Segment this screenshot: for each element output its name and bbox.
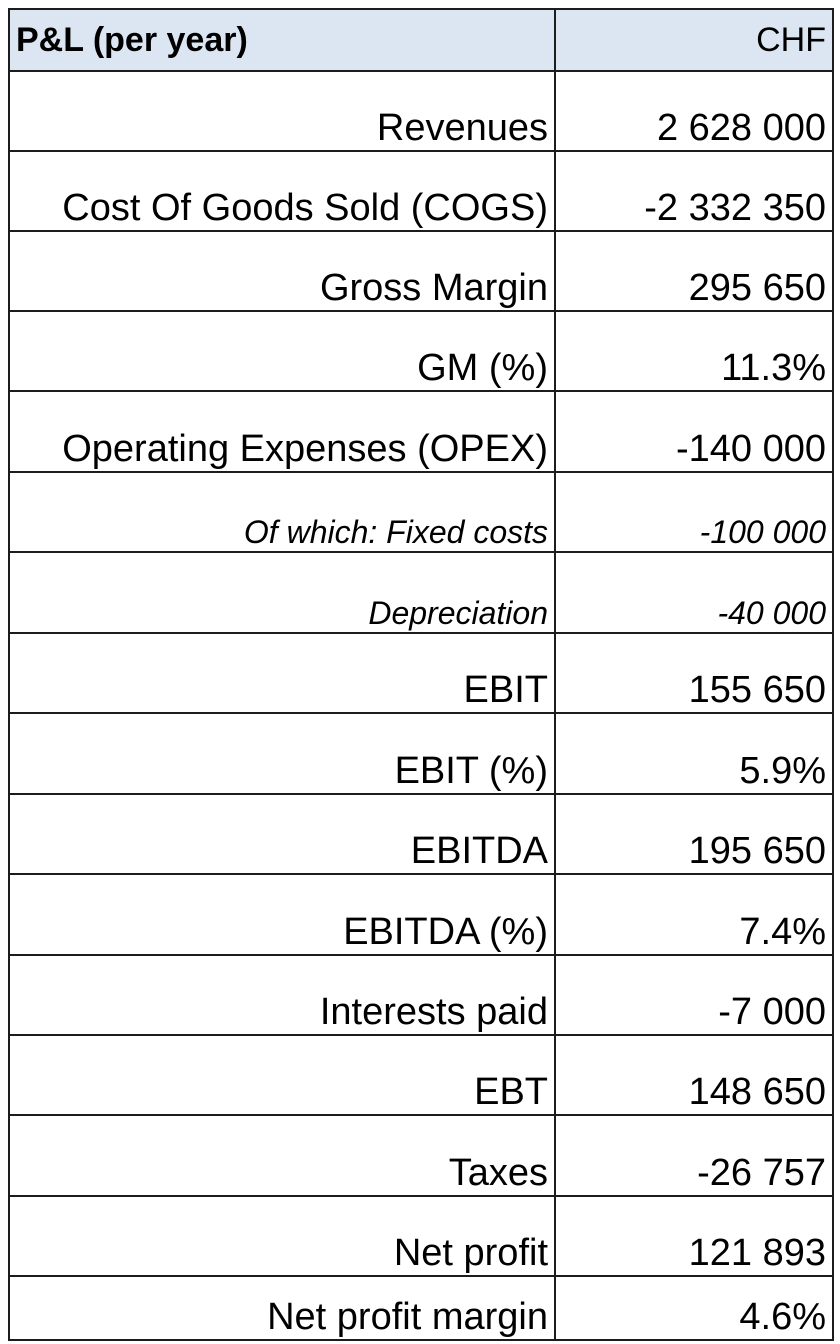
table-row: Net profit margin 4.6% <box>8 1275 834 1341</box>
row-label-ebitda-pct: EBITDA (%) <box>8 873 556 956</box>
row-label-depreciation: Depreciation <box>8 551 556 634</box>
row-label-ebit-pct: EBIT (%) <box>8 712 556 795</box>
row-value-net-profit-margin: 4.6% <box>554 1275 834 1341</box>
row-label-net-profit-margin: Net profit margin <box>8 1275 556 1341</box>
table-row: Revenues 2 628 000 <box>8 70 834 152</box>
row-value-ebitda: 195 650 <box>554 793 834 875</box>
table-row: Gross Margin 295 650 <box>8 230 834 312</box>
table-row: Cost Of Goods Sold (COGS) -2 332 350 <box>8 150 834 232</box>
row-value-ebit-pct: 5.9% <box>554 712 834 795</box>
row-value-gross-margin: 295 650 <box>554 230 834 312</box>
pl-table: P&L (per year) CHF Revenues 2 628 000 Co… <box>8 8 834 1341</box>
table-row: GM (%) 11.3% <box>8 310 834 392</box>
row-label-taxes: Taxes <box>8 1114 556 1197</box>
table-row: EBITDA 195 650 <box>8 793 834 875</box>
row-value-interests-paid: -7 000 <box>554 954 834 1036</box>
table-row: Taxes -26 757 <box>8 1114 834 1197</box>
row-label-gross-margin: Gross Margin <box>8 230 556 312</box>
table-row: EBT 148 650 <box>8 1034 834 1116</box>
row-value-depreciation: -40 000 <box>554 551 834 634</box>
table-row: EBITDA (%) 7.4% <box>8 873 834 956</box>
row-value-ebit: 155 650 <box>554 632 834 714</box>
row-value-ebitda-pct: 7.4% <box>554 873 834 956</box>
table-header-row: P&L (per year) CHF <box>8 8 834 72</box>
row-value-gm-pct: 11.3% <box>554 310 834 392</box>
table-row: EBIT 155 650 <box>8 632 834 714</box>
row-value-opex: -140 000 <box>554 390 834 473</box>
table-row: Interests paid -7 000 <box>8 954 834 1036</box>
row-label-interests-paid: Interests paid <box>8 954 556 1036</box>
row-label-opex: Operating Expenses (OPEX) <box>8 390 556 473</box>
row-label-ebit: EBIT <box>8 632 556 714</box>
table-row: Depreciation -40 000 <box>8 551 834 634</box>
table-row: Of which: Fixed costs -100 000 <box>8 471 834 553</box>
row-label-ebt: EBT <box>8 1034 556 1116</box>
row-label-net-profit: Net profit <box>8 1195 556 1277</box>
row-label-gm-pct: GM (%) <box>8 310 556 392</box>
row-value-fixed-costs: -100 000 <box>554 471 834 553</box>
row-value-net-profit: 121 893 <box>554 1195 834 1277</box>
header-currency: CHF <box>554 8 834 72</box>
row-value-ebt: 148 650 <box>554 1034 834 1116</box>
row-value-taxes: -26 757 <box>554 1114 834 1197</box>
row-label-ebitda: EBITDA <box>8 793 556 875</box>
row-value-revenues: 2 628 000 <box>554 70 834 152</box>
table-row: EBIT (%) 5.9% <box>8 712 834 795</box>
header-title: P&L (per year) <box>8 8 556 72</box>
row-label-cogs: Cost Of Goods Sold (COGS) <box>8 150 556 232</box>
table-row: Operating Expenses (OPEX) -140 000 <box>8 390 834 473</box>
row-value-cogs: -2 332 350 <box>554 150 834 232</box>
row-label-revenues: Revenues <box>8 70 556 152</box>
row-label-fixed-costs: Of which: Fixed costs <box>8 471 556 553</box>
table-row: Net profit 121 893 <box>8 1195 834 1277</box>
